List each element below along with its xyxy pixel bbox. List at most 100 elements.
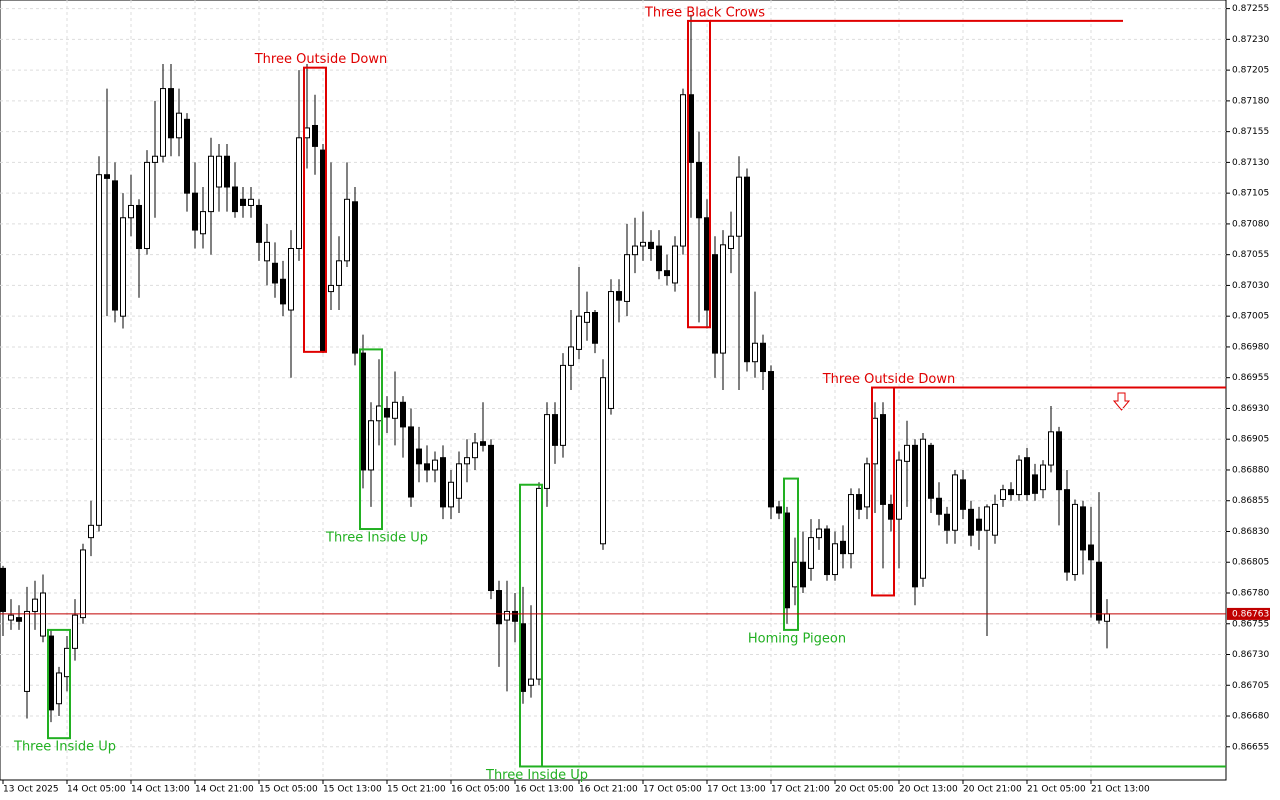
candle-body xyxy=(464,457,470,465)
candle-body xyxy=(616,291,622,301)
candle-body xyxy=(136,204,142,250)
candle-body xyxy=(192,192,198,231)
candle-body xyxy=(792,561,798,588)
candle-body xyxy=(904,444,910,462)
y-tick-label: 0.87105 xyxy=(1232,189,1269,199)
candle-body xyxy=(520,623,526,692)
x-tick-label: 21 Oct 13:00 xyxy=(1091,785,1150,795)
candle-body xyxy=(64,647,70,678)
candle-body xyxy=(680,94,686,247)
candle-body xyxy=(992,503,998,536)
candle-body xyxy=(400,401,406,428)
x-tick-label: 14 Oct 13:00 xyxy=(131,785,190,795)
candle-body xyxy=(168,88,174,139)
candle-body xyxy=(512,610,518,622)
candle-body xyxy=(368,420,374,471)
candle-body xyxy=(208,155,214,213)
candle-body xyxy=(280,278,286,305)
candle-body xyxy=(176,112,182,139)
candle-body xyxy=(800,561,806,588)
y-tick-label: 0.86980 xyxy=(1232,342,1269,352)
candle-body xyxy=(448,481,454,508)
candle-body xyxy=(544,414,550,489)
candle-body xyxy=(640,241,646,247)
x-tick-label: 14 Oct 05:00 xyxy=(67,785,126,795)
candle-body xyxy=(440,457,446,508)
pattern-box xyxy=(359,348,383,531)
candle-body xyxy=(920,438,926,579)
candle-body xyxy=(760,342,766,373)
candle-body xyxy=(1104,613,1110,622)
x-tick-label: 17 Oct 13:00 xyxy=(707,785,766,795)
y-tick-label: 0.86655 xyxy=(1232,742,1269,752)
candle-body xyxy=(264,241,270,262)
candle-body xyxy=(24,610,30,692)
candle-body xyxy=(952,474,958,531)
candle-body xyxy=(552,414,558,446)
candle-body xyxy=(1072,503,1078,576)
x-tick-label: 21 Oct 05:00 xyxy=(1027,785,1086,795)
candle-body xyxy=(304,127,310,139)
candle-body xyxy=(16,617,22,622)
y-tick-label: 0.87205 xyxy=(1232,66,1269,76)
pattern-label: Three Black Crows xyxy=(644,5,765,20)
candle-body xyxy=(688,94,694,163)
candle-body xyxy=(912,444,918,588)
candle-body xyxy=(728,235,734,250)
candle-body xyxy=(8,614,14,621)
candle-body xyxy=(872,417,878,465)
candle-body xyxy=(536,487,542,680)
x-tick-label: 20 Oct 05:00 xyxy=(835,785,894,795)
candle-body xyxy=(768,371,774,508)
candle-body xyxy=(560,364,566,446)
pattern-label: Three Inside Up xyxy=(13,740,116,755)
y-tick-label: 0.87055 xyxy=(1232,250,1269,260)
candle-body xyxy=(56,672,62,705)
candle-body xyxy=(200,211,206,235)
candle-body xyxy=(1032,474,1038,494)
y-tick-label: 0.87255 xyxy=(1232,4,1269,14)
y-tick-label: 0.86930 xyxy=(1232,404,1269,414)
candle-body xyxy=(1024,457,1030,496)
candle-body xyxy=(144,161,150,250)
candle-body xyxy=(784,512,790,609)
candle-body xyxy=(928,444,934,499)
candle-body xyxy=(328,284,334,293)
candle-body xyxy=(1016,459,1022,496)
candle-body xyxy=(848,494,854,555)
candle-body xyxy=(960,479,966,510)
candle-body xyxy=(816,528,822,539)
candle-body xyxy=(288,248,294,311)
candle-body xyxy=(48,635,54,711)
candle-body xyxy=(104,174,110,179)
candle-body xyxy=(704,217,710,311)
candle-body xyxy=(120,217,126,317)
candle-body xyxy=(32,598,38,612)
candle-body xyxy=(424,463,430,471)
pattern-box xyxy=(47,628,71,740)
x-tick-label: 15 Oct 13:00 xyxy=(323,785,382,795)
pattern-label: Three Outside Down xyxy=(254,52,388,67)
y-tick-label: 0.86805 xyxy=(1232,558,1269,568)
candle-body xyxy=(856,494,862,510)
candle-body xyxy=(0,567,6,612)
candle-body xyxy=(472,442,478,459)
x-tick-label: 13 Oct 2025 xyxy=(3,785,59,795)
candle-body xyxy=(648,241,654,250)
y-tick-label: 0.87130 xyxy=(1232,158,1269,168)
x-tick-label: 16 Oct 05:00 xyxy=(451,785,510,795)
pattern-label: Three Outside Down xyxy=(822,372,956,387)
last-price-label: 0.86763 xyxy=(1232,609,1269,619)
sell-arrow xyxy=(1112,392,1131,411)
y-tick-label: 0.86755 xyxy=(1232,619,1269,629)
candle-body xyxy=(1064,489,1070,573)
candle-body xyxy=(72,614,78,649)
x-tick-label: 20 Oct 21:00 xyxy=(963,785,1022,795)
candle-body xyxy=(1040,464,1046,491)
candle-body xyxy=(664,270,670,277)
candle-body xyxy=(184,118,190,194)
x-tick-label: 16 Oct 13:00 xyxy=(515,785,574,795)
candle-body xyxy=(352,201,358,354)
candle-body xyxy=(320,149,326,352)
x-tick-label: 17 Oct 05:00 xyxy=(643,785,702,795)
